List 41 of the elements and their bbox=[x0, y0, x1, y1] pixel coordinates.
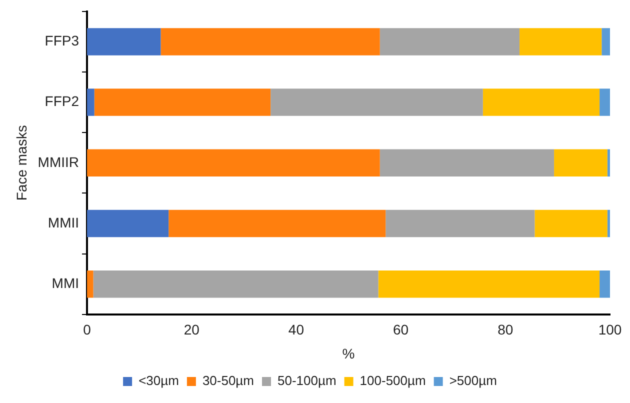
y-tick-label: FFP2 bbox=[44, 93, 80, 110]
bar bbox=[87, 88, 94, 116]
legend-label: 50-100µm bbox=[278, 373, 336, 388]
bar bbox=[87, 28, 161, 56]
bar bbox=[87, 270, 94, 298]
y-axis-title: Face masks bbox=[13, 125, 30, 201]
legend-label: 100-500µm bbox=[360, 373, 426, 388]
bar bbox=[168, 210, 386, 238]
y-tick-label: MMII bbox=[48, 214, 80, 230]
bar bbox=[380, 28, 520, 56]
y-tick-label: FFP3 bbox=[44, 32, 80, 49]
bar bbox=[87, 149, 380, 177]
legend-label: 30-50µm bbox=[202, 373, 254, 388]
bar bbox=[386, 210, 535, 238]
bar bbox=[600, 88, 610, 116]
bar bbox=[520, 28, 602, 56]
bar bbox=[554, 149, 608, 177]
bar bbox=[534, 210, 608, 238]
bar bbox=[378, 270, 600, 298]
x-tick-label: 60 bbox=[393, 322, 409, 338]
bar bbox=[607, 149, 610, 177]
y-tick-label: MMI bbox=[52, 274, 80, 291]
bar bbox=[87, 210, 169, 238]
x-tick-label: 20 bbox=[184, 322, 200, 338]
bar bbox=[482, 88, 600, 116]
bar bbox=[607, 210, 610, 238]
y-tick-label: MMIIR bbox=[38, 154, 80, 170]
bar bbox=[94, 88, 271, 116]
x-tick-label: 100 bbox=[598, 322, 622, 338]
bar bbox=[93, 270, 378, 298]
legend-label: <30µm bbox=[138, 373, 179, 388]
legend-label: >500µm bbox=[449, 373, 497, 388]
x-tick-label: 0 bbox=[83, 322, 92, 338]
bar bbox=[160, 28, 380, 56]
bar bbox=[380, 149, 554, 177]
x-tick-label: 40 bbox=[288, 322, 304, 338]
x-axis-title: % bbox=[342, 345, 355, 362]
bar bbox=[602, 28, 610, 56]
bar bbox=[600, 270, 610, 298]
bar bbox=[270, 88, 483, 116]
x-tick-label: 80 bbox=[498, 322, 514, 338]
